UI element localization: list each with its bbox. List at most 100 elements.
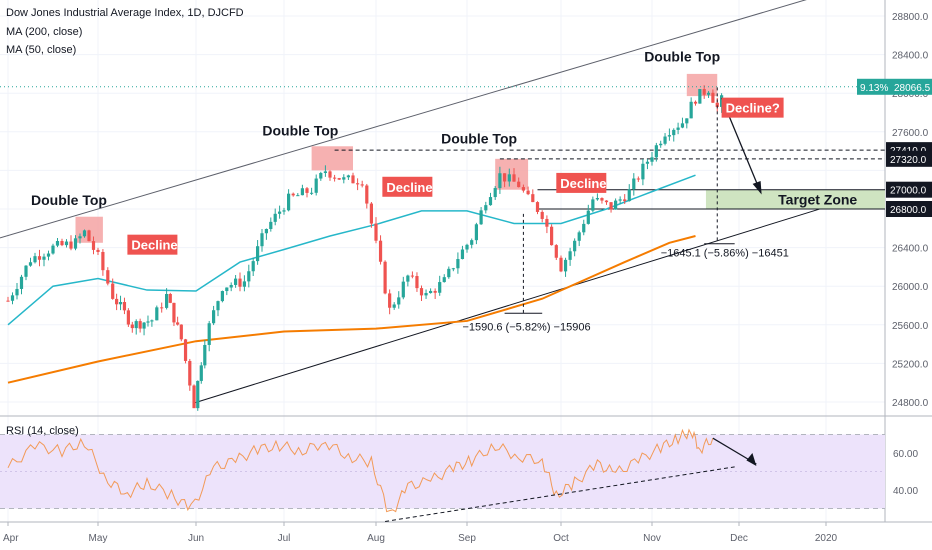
candle-body [663, 136, 667, 144]
double-top-label: Double Top [644, 48, 720, 64]
candle-body [28, 262, 33, 266]
candle-body [415, 276, 419, 289]
measure-left-label: −1590.6 (−5.82%) −15906 [462, 322, 590, 334]
rsi-band [0, 434, 885, 509]
double-top-label: Double Top [31, 192, 107, 208]
legend-ma200: MA (200, close) [6, 26, 82, 38]
candle-body [122, 302, 127, 311]
legend: Dow Jones Industrial Average Index, 1D, … [6, 7, 244, 437]
decline-badge-bg [556, 172, 607, 193]
candle-body [337, 178, 341, 180]
candle-body [183, 339, 188, 361]
target-zone-label: Target Zone [778, 191, 857, 207]
candle-body [142, 322, 146, 329]
candle-body [493, 188, 497, 198]
candle-body [287, 193, 291, 211]
candle-body [595, 198, 599, 200]
candle-body [130, 324, 134, 329]
time-tick-label: May [89, 533, 108, 544]
candle-body [659, 143, 663, 146]
current-pct-label: 9.13% [860, 83, 888, 94]
time-tick-label: Dec [730, 533, 748, 544]
candle-body [319, 173, 323, 179]
price-tick-label: 25600.0 [892, 321, 929, 332]
chart-title: Dow Jones Industrial Average Index, 1D, … [6, 7, 244, 19]
candle-body [356, 183, 360, 185]
candle-body [203, 344, 207, 366]
candle-body [126, 310, 130, 325]
candle-body [260, 233, 264, 247]
candle-body [383, 261, 387, 294]
candle-body [573, 240, 577, 252]
candle-body [609, 202, 613, 210]
candle-body [623, 199, 627, 202]
measure-right-label: −1645.1 (−5.86%) −16451 [661, 247, 789, 259]
candle-body [632, 178, 636, 190]
candle-body [429, 290, 433, 294]
price-tag-26800-bg [886, 201, 932, 217]
candle-body [15, 288, 19, 296]
candle-body [118, 302, 123, 305]
candle-body [176, 322, 180, 325]
candle-body [586, 210, 590, 224]
candle-body [369, 203, 373, 224]
candle-body [503, 173, 507, 182]
candle-body [582, 223, 586, 233]
candle-body [342, 177, 346, 180]
rsi-trendline [385, 466, 735, 522]
candle-body [512, 174, 516, 182]
candle-body [645, 161, 650, 164]
candle-body [442, 277, 446, 283]
decline-badge: Decline [386, 180, 432, 195]
candle-body [238, 278, 242, 287]
candle-body [138, 321, 142, 329]
candle-body [685, 118, 689, 124]
current-price-tag-bg [857, 78, 932, 95]
candle-body [706, 92, 711, 95]
current-price-label: 28066.5 [894, 83, 931, 94]
candle-body [179, 324, 183, 340]
candle-body [10, 295, 15, 301]
decline-badge: Decline [131, 238, 177, 253]
candle-body [234, 278, 238, 285]
candle-body [419, 288, 424, 296]
candle-body [146, 321, 150, 323]
candle-body [374, 223, 378, 241]
candle-body [42, 256, 46, 260]
candle-body [273, 213, 277, 222]
candle-body [470, 240, 474, 245]
candle-body [172, 302, 176, 323]
candle-body [96, 249, 100, 252]
rsi-tick-label: 40.00 [893, 486, 918, 497]
price-tag-27000: 27000.0 [890, 186, 927, 197]
legend-ma50: MA (50, close) [6, 44, 76, 56]
candle-body [247, 271, 251, 282]
candle-body [82, 230, 87, 237]
candle-body [540, 211, 544, 219]
candle-body [55, 241, 60, 246]
decline-badge-bg [382, 176, 433, 197]
candle-body [24, 265, 28, 277]
candle-body [401, 281, 405, 298]
candle-body [192, 385, 196, 409]
candle-body [296, 195, 300, 197]
candle-body [715, 102, 719, 107]
candle-body [465, 244, 469, 250]
candle-body [636, 178, 640, 180]
candle-body [410, 275, 414, 277]
candle-body [106, 270, 110, 284]
candle-body [438, 282, 442, 293]
candle-body [388, 293, 392, 308]
double-top-zone [311, 146, 353, 171]
time-tick-label: Jun [188, 533, 204, 544]
double-top-zone [686, 73, 718, 97]
candle-body [51, 245, 55, 254]
decline-badge-bg [127, 234, 178, 255]
rsi-line [7, 428, 714, 513]
candle-body [604, 200, 609, 203]
candle-body [676, 127, 680, 130]
candle-body [641, 163, 645, 180]
decline-q-badge: Decline? [726, 101, 780, 116]
candle-body [220, 291, 224, 302]
